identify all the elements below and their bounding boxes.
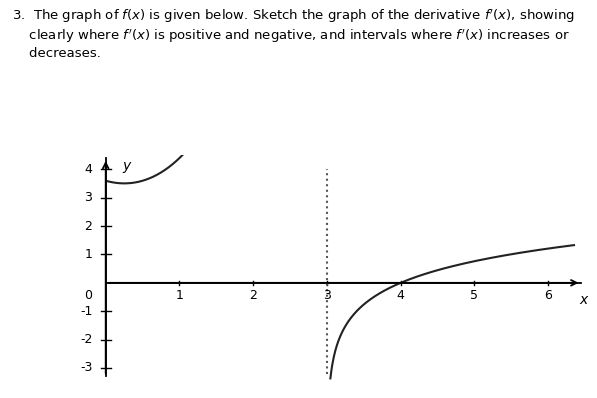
Text: 6: 6 — [544, 289, 552, 302]
Text: 4: 4 — [397, 289, 405, 302]
Text: 3.  The graph of $f(x)$ is given below. Sketch the graph of the derivative $f'(x: 3. The graph of $f(x)$ is given below. S… — [12, 8, 575, 60]
Text: 0: 0 — [84, 289, 93, 302]
Text: x: x — [580, 293, 587, 307]
Text: 1: 1 — [176, 289, 183, 302]
Text: 5: 5 — [470, 289, 478, 302]
Text: -3: -3 — [80, 361, 93, 375]
Text: -2: -2 — [80, 333, 93, 346]
Text: 4: 4 — [85, 163, 93, 176]
Text: -1: -1 — [80, 305, 93, 318]
Text: 2: 2 — [85, 220, 93, 232]
Text: 3: 3 — [85, 191, 93, 204]
Text: y: y — [122, 160, 130, 174]
Text: 1: 1 — [85, 248, 93, 261]
Text: 2: 2 — [250, 289, 257, 302]
Text: 3: 3 — [323, 289, 331, 302]
